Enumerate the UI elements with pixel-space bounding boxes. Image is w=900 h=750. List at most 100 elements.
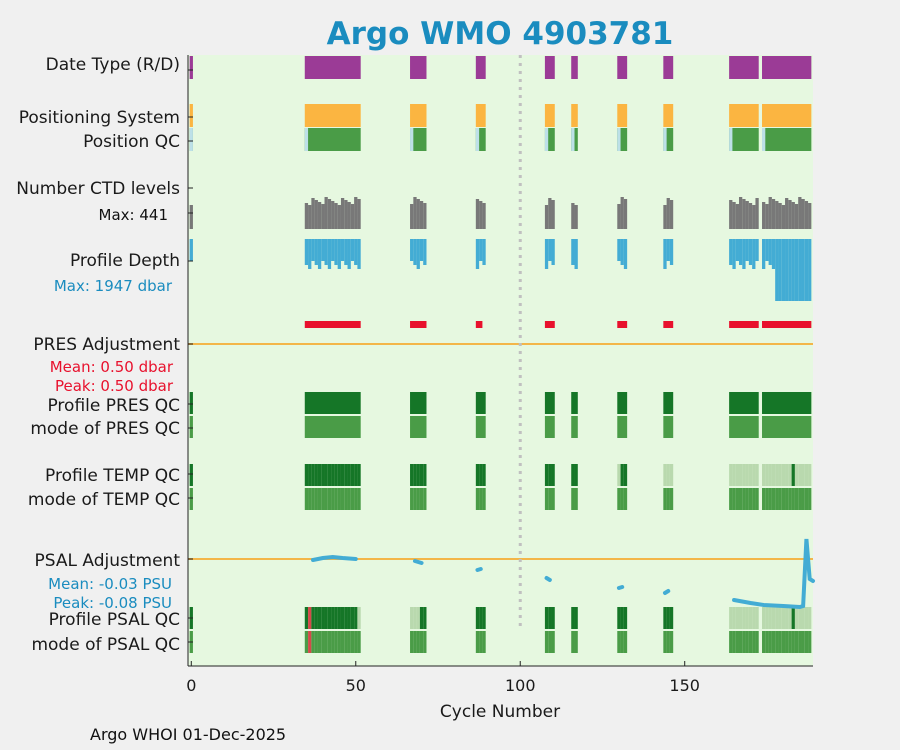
ctd-levels-bar [344,200,348,229]
mode-psal-qc-bar [742,631,746,653]
x-tick-label: 150 [669,676,700,695]
x-tick-label: 100 [505,676,536,695]
profile-psal-qc-bar [778,607,782,629]
profile-psal-qc-bar [416,607,420,629]
ctd-levels-bar [419,201,424,229]
profile-depth-bar [748,239,753,265]
ctd-levels-bar [666,198,670,229]
profile-depth-bar [544,239,549,269]
profile-psal-qc-bar [808,607,812,629]
profile-temp-qc-bar [738,464,743,486]
profile-pres-qc-bar [729,392,759,414]
profile-temp-qc-bar [189,464,193,486]
profile-psal-qc-bar [423,607,427,629]
profile-temp-qc-bar [785,464,789,486]
positioning-system-bar [762,104,812,127]
stat-pres-mean: Mean: 0.50 dbar [50,358,174,376]
mode-psal-qc-bar [788,631,792,653]
profile-psal-qc-bar [620,607,624,629]
ctd-levels-bar [732,202,736,229]
profile-psal-qc-bar [419,607,424,629]
mode-psal-qc-bar [308,631,312,653]
profile-temp-qc-bar [801,464,805,486]
ctd-levels-bar [755,198,759,229]
ctd-levels-bar [791,202,795,229]
profile-temp-qc-bar [314,464,318,486]
mode-temp-qc-bar [479,488,483,510]
profile-psal-qc-bar [334,607,338,629]
date-type-bar [410,56,427,79]
profile-psal-qc-bar [775,607,779,629]
ctd-levels-bar [781,205,786,229]
profile-temp-qc-bar [666,464,670,486]
ctd-levels-bar [798,197,802,229]
mode-psal-qc-bar [768,631,772,653]
positioning-system-bar [544,104,555,127]
stat-ctd-max: Max: 441 [99,206,168,224]
profile-temp-qc-bar [340,464,345,486]
profile-depth-bar [314,239,318,265]
mode-psal-qc-bar [794,631,799,653]
ctd-levels-bar [482,203,486,229]
ctd-levels-bar [794,204,799,229]
mode-psal-qc-bar [765,631,769,653]
mode-temp-qc-bar [413,488,417,510]
profile-depth-bar [752,239,756,269]
label-profile-psal-qc: Profile PSAL QC [49,610,180,630]
mode-psal-qc-bar [410,631,414,653]
mode-psal-qc-bar [732,631,736,653]
mode-temp-qc-bar [482,488,486,510]
mode-psal-qc-bar [729,631,733,653]
mode-temp-qc-bar [729,488,733,510]
ctd-levels-bar [729,200,733,229]
mode-psal-qc-bar [798,631,802,653]
ctd-levels-bar [317,202,322,229]
mode-pres-qc-bar [729,416,759,438]
ctd-levels-bar [479,201,483,229]
mode-psal-qc-bar [617,631,621,653]
mode-pres-qc-bar [189,416,193,438]
mode-psal-qc-bar [304,631,309,653]
ctd-levels-bar [804,201,809,229]
chart-title: Argo WMO 4903781 [327,16,674,52]
profile-depth-bar [574,239,578,269]
profile-temp-qc-bar [669,464,674,486]
positioning-system-bar [189,104,193,127]
profile-temp-qc-bar [623,464,628,486]
label-mode-temp-qc: mode of TEMP QC [28,490,180,510]
label-pres-adjustment: PRES Adjustment [33,335,180,355]
ctd-levels-bar [571,203,575,229]
profile-temp-qc-bar [416,464,420,486]
mode-psal-qc-bar [334,631,338,653]
profile-psal-qc-bar [804,607,809,629]
mode-pres-qc-bar [663,416,674,438]
ctd-levels-bar [308,205,312,229]
profile-depth-bar [321,239,325,261]
profile-temp-qc-bar [617,464,621,486]
profile-temp-qc-bar [334,464,338,486]
ctd-levels-bar [304,203,309,229]
mode-psal-qc-bar [620,631,624,653]
ctd-levels-bar [808,203,812,229]
mode-psal-qc-bar [317,631,322,653]
profile-temp-qc-bar [775,464,779,486]
ctd-levels-bar [354,197,358,229]
mode-temp-qc-bar [327,488,332,510]
label-profile-depth: Profile Depth [70,251,180,271]
mode-psal-qc-bar [340,631,345,653]
mode-psal-qc-bar [324,631,328,653]
profile-psal-qc-bar [735,607,739,629]
profile-psal-qc-bar [742,607,746,629]
profile-psal-qc-bar [311,607,315,629]
profile-psal-qc-bar [479,607,483,629]
profile-psal-qc-bar [732,607,736,629]
x-axis: 0 50 100 150 [186,55,813,695]
date-type-bar [663,56,674,79]
profile-psal-qc-bar [663,607,667,629]
profile-depth-bar [416,239,420,269]
ctd-levels-bar [623,199,628,229]
mode-temp-qc-bar [337,488,341,510]
mode-temp-qc-bar [334,488,338,510]
ctd-levels-bar [620,197,624,229]
profile-depth-bar [729,239,733,265]
